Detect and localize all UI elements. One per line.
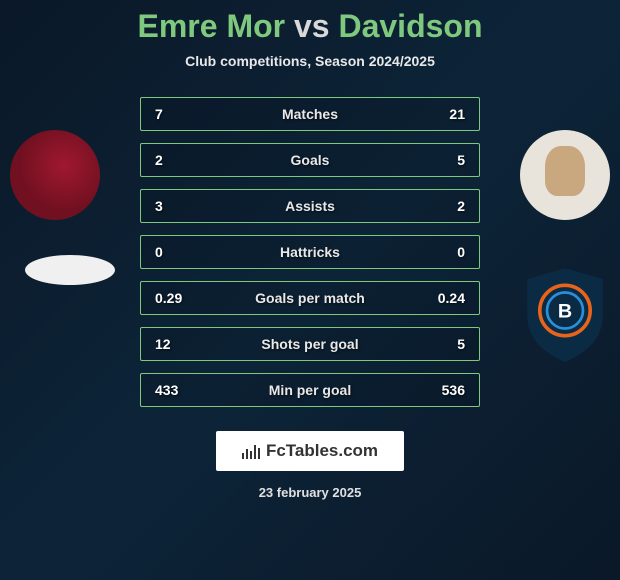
stat-left-value: 3 xyxy=(155,198,205,214)
stat-row: 2Goals5 xyxy=(140,143,480,177)
player1-club-badge xyxy=(25,255,115,285)
stat-left-value: 2 xyxy=(155,152,205,168)
snapshot-date: 23 february 2025 xyxy=(259,485,362,500)
stats-panel: 7Matches212Goals53Assists20Hattricks00.2… xyxy=(140,97,480,407)
player1-avatar xyxy=(10,130,100,220)
stat-left-value: 7 xyxy=(155,106,205,122)
stat-row: 433Min per goal536 xyxy=(140,373,480,407)
stat-right-value: 536 xyxy=(415,382,465,398)
stat-label: Hattricks xyxy=(205,244,415,260)
stat-right-value: 5 xyxy=(415,152,465,168)
stat-row: 7Matches21 xyxy=(140,97,480,131)
stat-right-value: 2 xyxy=(415,198,465,214)
site-logo[interactable]: FcTables.com xyxy=(216,431,404,471)
stat-label: Matches xyxy=(205,106,415,122)
stat-label: Assists xyxy=(205,198,415,214)
stat-label: Shots per goal xyxy=(205,336,415,352)
stat-right-value: 21 xyxy=(415,106,465,122)
logo-text: FcTables.com xyxy=(266,441,378,461)
stat-left-value: 433 xyxy=(155,382,205,398)
comparison-title: Emre Mor vs Davidson xyxy=(138,8,483,45)
svg-text:B: B xyxy=(558,301,572,323)
player2-name: Davidson xyxy=(338,8,482,44)
stat-left-value: 0 xyxy=(155,244,205,260)
stat-right-value: 5 xyxy=(415,336,465,352)
subtitle: Club competitions, Season 2024/2025 xyxy=(185,53,435,69)
stat-left-value: 12 xyxy=(155,336,205,352)
logo-bars-icon xyxy=(242,443,260,459)
stat-label: Goals per match xyxy=(205,290,415,306)
player2-club-badge: B xyxy=(520,265,610,355)
player2-avatar xyxy=(520,130,610,220)
stat-label: Goals xyxy=(205,152,415,168)
stat-left-value: 0.29 xyxy=(155,290,205,306)
stat-label: Min per goal xyxy=(205,382,415,398)
player1-name: Emre Mor xyxy=(138,8,286,44)
stat-right-value: 0.24 xyxy=(415,290,465,306)
stat-row: 0Hattricks0 xyxy=(140,235,480,269)
stat-row: 0.29Goals per match0.24 xyxy=(140,281,480,315)
stat-row: 3Assists2 xyxy=(140,189,480,223)
vs-text: vs xyxy=(294,8,330,44)
stat-row: 12Shots per goal5 xyxy=(140,327,480,361)
stat-right-value: 0 xyxy=(415,244,465,260)
